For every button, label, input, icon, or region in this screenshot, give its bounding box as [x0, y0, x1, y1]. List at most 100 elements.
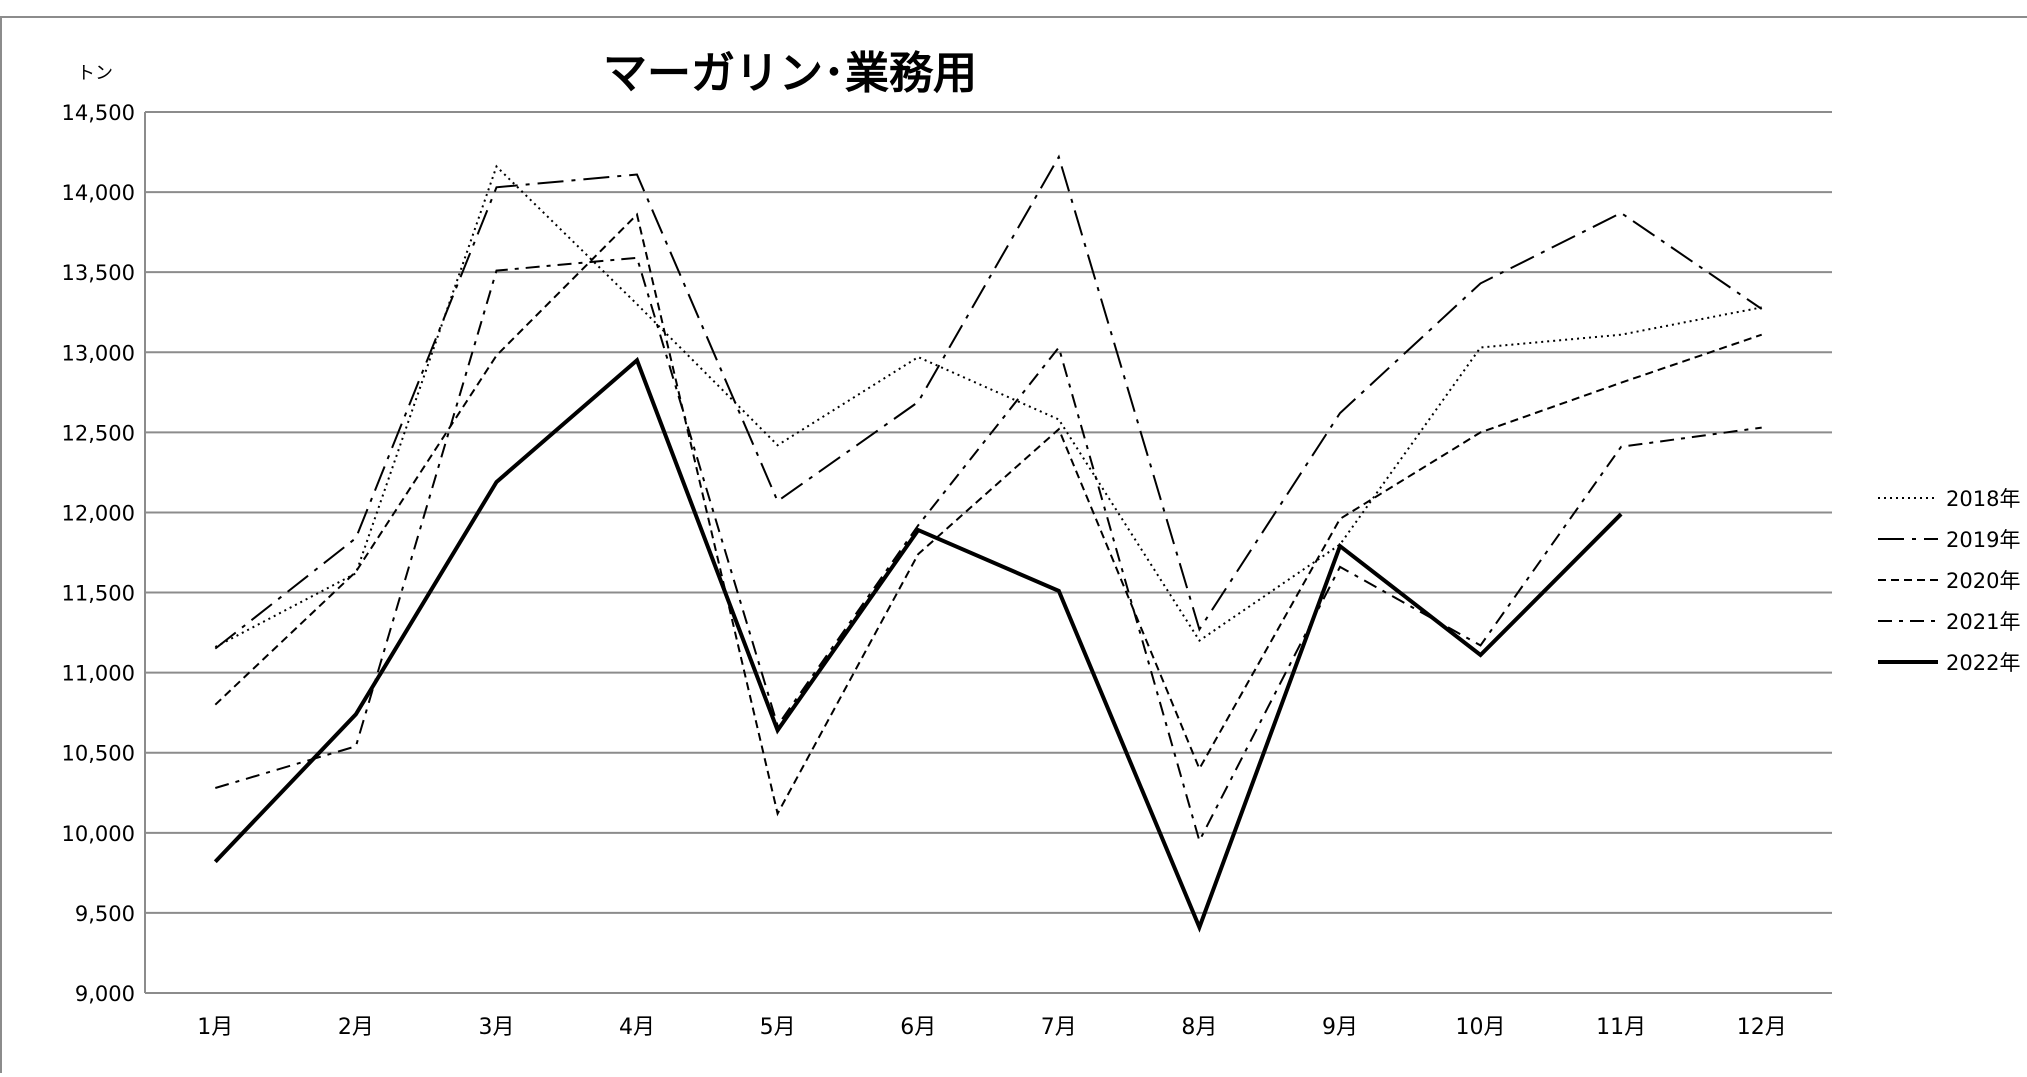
- series-line: [214, 164, 1762, 648]
- data-point: [354, 537, 357, 540]
- series-2020年: [214, 212, 1763, 817]
- data-point: [495, 165, 498, 168]
- y-tick-label: 11,000: [62, 662, 135, 686]
- data-point: [1057, 346, 1060, 349]
- legend-label: 2019年: [1946, 528, 2020, 552]
- legend-label: 2021年: [1946, 610, 2020, 634]
- data-point: [1479, 282, 1482, 285]
- data-point: [1479, 346, 1482, 349]
- data-point: [354, 570, 357, 573]
- y-tick-label: 11,500: [62, 582, 135, 606]
- data-point: [214, 786, 217, 789]
- x-tick-label: 9月: [1322, 1015, 1358, 1040]
- data-point: [354, 745, 357, 748]
- data-point: [1198, 926, 1201, 929]
- series-lines: [213, 154, 1763, 933]
- data-point: [1057, 155, 1060, 158]
- data-point: [917, 356, 920, 359]
- y-tick-label: 14,500: [62, 101, 135, 125]
- x-tick-label: 10月: [1456, 1015, 1506, 1040]
- legend-item: 2020年: [1878, 569, 2020, 593]
- data-point: [636, 359, 639, 362]
- y-tick-label: 9,000: [75, 982, 135, 1006]
- data-point: [1620, 445, 1623, 448]
- data-point: [1198, 639, 1201, 642]
- series-line: [213, 356, 1623, 933]
- data-point: [1479, 431, 1482, 434]
- y-tick-label: 10,500: [62, 742, 135, 766]
- data-point: [214, 860, 217, 863]
- legend: 2018年 2019年 2020年 2021年 2022年: [1878, 487, 2020, 675]
- x-tick-label: 8月: [1181, 1015, 1217, 1040]
- gridlines: [144, 111, 1832, 994]
- data-point: [1338, 412, 1341, 415]
- data-point: [495, 481, 498, 484]
- data-point: [1338, 517, 1341, 520]
- data-point: [1198, 767, 1201, 770]
- data-point: [1338, 545, 1341, 548]
- legend-label: 2022年: [1946, 651, 2020, 675]
- data-point: [917, 400, 920, 403]
- data-point: [1057, 418, 1060, 421]
- x-tick-label: 6月: [900, 1015, 936, 1040]
- x-tick-label: 7月: [1041, 1015, 1077, 1040]
- series-line: [214, 212, 1763, 817]
- data-point: [1620, 333, 1623, 336]
- legend-label: 2020年: [1946, 569, 2020, 593]
- y-tick-label: 13,000: [62, 341, 135, 365]
- y-axis-unit-label: トン: [77, 63, 113, 84]
- data-point: [495, 186, 498, 189]
- data-point: [636, 173, 639, 176]
- chart-title: マーガリン･業務用: [603, 48, 977, 99]
- series-line: [214, 154, 1763, 650]
- data-point: [214, 647, 217, 650]
- data-point: [495, 269, 498, 272]
- x-tick-label: 2月: [338, 1015, 374, 1040]
- data-point: [1338, 565, 1341, 568]
- data-point: [917, 524, 920, 527]
- series-line: [215, 256, 1762, 844]
- data-point: [1620, 211, 1623, 214]
- y-tick-label: 13,500: [62, 261, 135, 285]
- data-point: [636, 256, 639, 259]
- legend-item: 2019年: [1878, 528, 2020, 552]
- data-point: [1760, 426, 1763, 429]
- x-tick-label: 5月: [760, 1015, 796, 1040]
- x-axis: 1月 2月 3月 4月 5月 6月 7月 8月 9月 10月 11月 12月: [197, 1015, 1786, 1040]
- data-point: [1057, 428, 1060, 431]
- y-tick-label: 12,000: [62, 501, 135, 525]
- data-point: [776, 729, 779, 732]
- data-point: [1760, 333, 1763, 336]
- data-point: [776, 500, 779, 503]
- data-point: [1760, 308, 1763, 311]
- x-tick-label: 1月: [197, 1015, 233, 1040]
- y-tick-label: 10,000: [62, 822, 135, 846]
- data-point: [495, 354, 498, 357]
- data-point: [1198, 628, 1201, 631]
- data-point: [354, 713, 357, 716]
- series-2022年: [213, 356, 1623, 933]
- data-point: [776, 812, 779, 815]
- series-2019年: [214, 154, 1763, 650]
- data-point: [1479, 644, 1482, 647]
- x-tick-label: 3月: [478, 1015, 514, 1040]
- data-point: [776, 444, 779, 447]
- series-2018年: [214, 164, 1762, 648]
- data-point: [1620, 381, 1623, 384]
- y-tick-label: 14,000: [62, 181, 135, 205]
- data-point: [917, 553, 920, 556]
- legend-label: 2018年: [1946, 487, 2020, 511]
- legend-item: 2018年: [1878, 487, 2020, 511]
- y-axis: 9,000 9,500 10,000 10,500 11,000 11,500 12,000…: [62, 101, 135, 1006]
- legend-item: 2022年: [1878, 651, 2020, 675]
- x-tick-label: 4月: [619, 1015, 655, 1040]
- data-point: [214, 703, 217, 706]
- data-point: [636, 213, 639, 216]
- data-point: [636, 303, 639, 306]
- data-point: [1620, 513, 1623, 516]
- series-2021年: [214, 256, 1763, 844]
- data-point: [1198, 839, 1201, 842]
- data-point: [1057, 589, 1060, 592]
